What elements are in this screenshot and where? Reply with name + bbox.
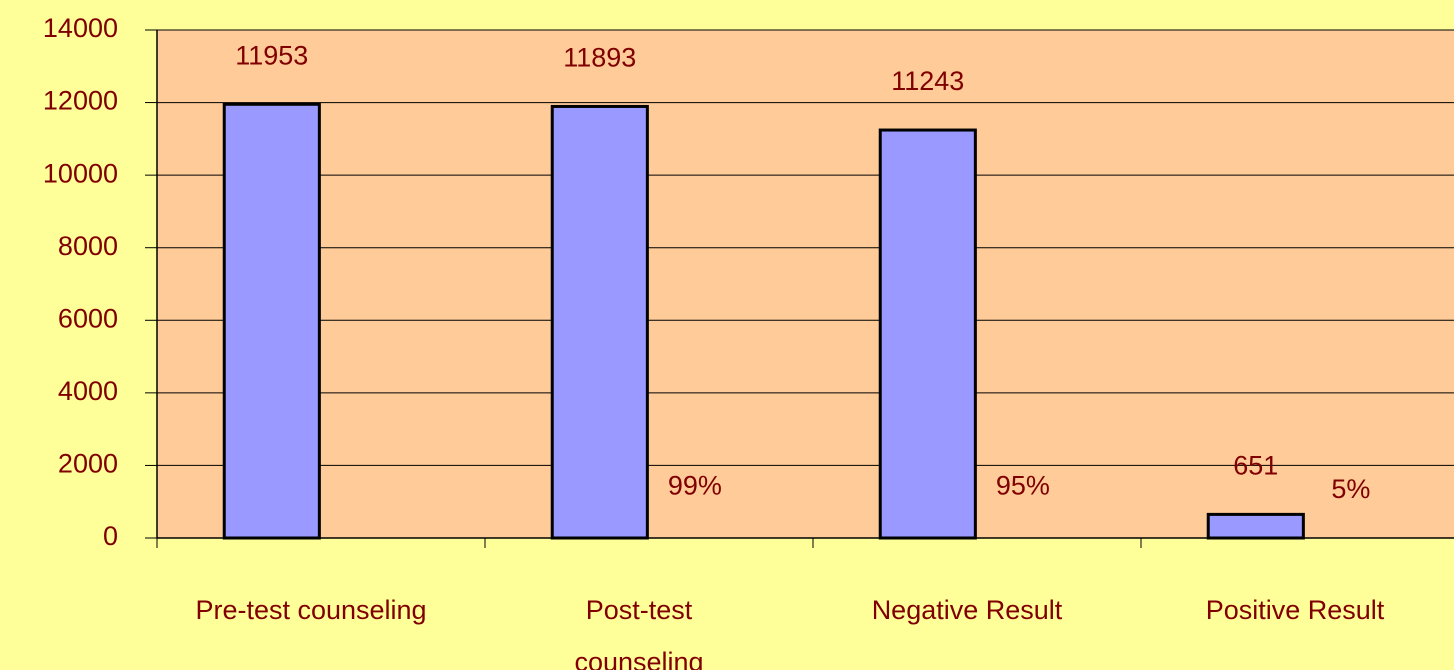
x-tick-label: Post-test counseling: [574, 595, 704, 670]
data-label: 11893: [563, 43, 636, 73]
data-label: 651: [1233, 451, 1278, 481]
data-label: 5%: [1331, 474, 1370, 504]
y-tick-label: 12000: [43, 86, 118, 116]
bar: [222, 102, 321, 540]
bar: [550, 104, 649, 540]
y-tick-label: 14000: [43, 13, 118, 43]
y-tick-label: 2000: [58, 449, 118, 479]
x-tick-label: Positive Result: [1205, 595, 1385, 625]
y-tick-label: 8000: [58, 231, 118, 261]
bar: [1206, 512, 1305, 540]
data-label: 11953: [235, 40, 308, 70]
plot-area: [157, 30, 1454, 538]
y-tick-label: 0: [103, 521, 118, 551]
x-tick-label: Pre-test counseling: [195, 595, 427, 625]
y-tick-label: 10000: [43, 158, 118, 188]
data-label: 95%: [996, 471, 1050, 501]
y-tick-label: 4000: [58, 376, 118, 406]
bar: [878, 128, 977, 540]
x-tick-label: Negative Result: [871, 595, 1063, 625]
data-label: 99%: [668, 471, 722, 501]
data-label: 11243: [891, 66, 964, 96]
y-tick-label: 6000: [58, 303, 118, 333]
